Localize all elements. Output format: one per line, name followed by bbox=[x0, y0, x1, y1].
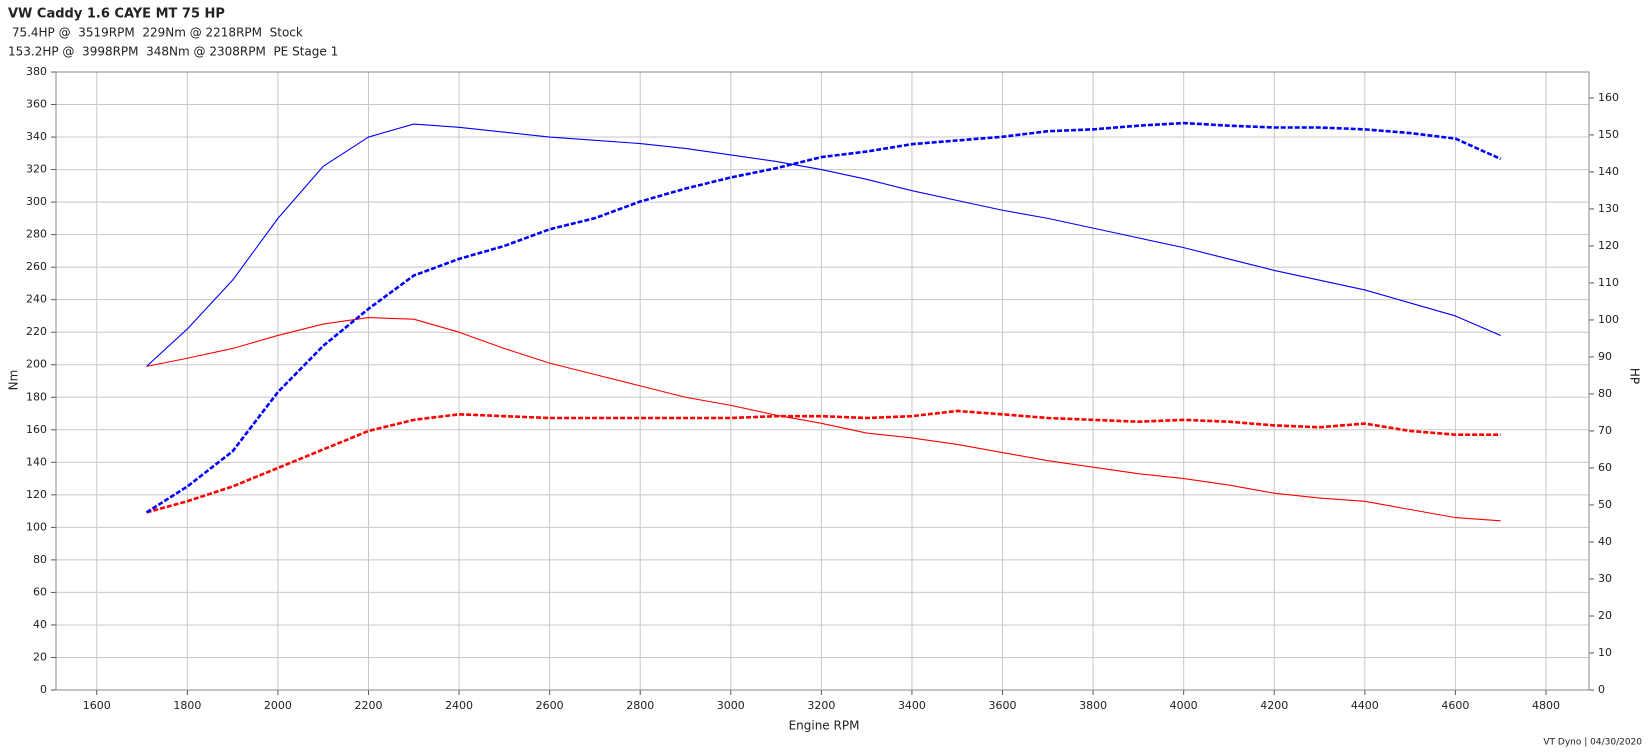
series-line bbox=[146, 317, 1501, 522]
plot-frame bbox=[55, 71, 1590, 691]
y2-tick-label: 10 bbox=[1598, 646, 1612, 659]
y-tick-label: 160 bbox=[26, 423, 47, 436]
y-tick-label: 60 bbox=[33, 585, 47, 598]
y-tick-label: 300 bbox=[26, 195, 47, 208]
x-tick-label: 4200 bbox=[1260, 699, 1288, 712]
y2-tick-label: 120 bbox=[1598, 239, 1619, 252]
x-tick-label: 3200 bbox=[807, 699, 835, 712]
y2-tick-label: 100 bbox=[1598, 313, 1619, 326]
subtitle: 153.2HP @ 3998RPM 348Nm @ 2308RPM PE Sta… bbox=[8, 45, 338, 59]
y-tick-label: 80 bbox=[33, 553, 47, 566]
y2-tick-label: 160 bbox=[1598, 91, 1619, 104]
x-tick-label: 2000 bbox=[264, 699, 292, 712]
x-axis-label: Engine RPM bbox=[789, 719, 860, 733]
series-line bbox=[146, 409, 1501, 514]
y2-tick-label: 40 bbox=[1598, 535, 1612, 548]
series-line bbox=[145, 121, 1502, 514]
y2-tick-label: 70 bbox=[1598, 424, 1612, 437]
x-tick-label: 1800 bbox=[173, 699, 201, 712]
x-tick-label: 2600 bbox=[536, 699, 564, 712]
y2-tick-label: 30 bbox=[1598, 572, 1612, 585]
y-tick-label: 0 bbox=[40, 683, 47, 696]
y2-tick-label: 130 bbox=[1598, 202, 1619, 215]
x-tick-label: 4000 bbox=[1170, 699, 1198, 712]
y-tick-label: 100 bbox=[26, 520, 47, 533]
y-tick-label: 220 bbox=[26, 325, 47, 338]
y-tick-label: 380 bbox=[26, 65, 47, 78]
y2-tick-label: 60 bbox=[1598, 461, 1612, 474]
y-tick-label: 320 bbox=[26, 163, 47, 176]
x-tick-label: 2800 bbox=[626, 699, 654, 712]
y2-tick-label: 140 bbox=[1598, 165, 1619, 178]
y-tick-label: 20 bbox=[33, 650, 47, 663]
y-tick-label: 360 bbox=[26, 98, 47, 111]
x-tick-label: 2200 bbox=[354, 699, 382, 712]
chart-title: VW Caddy 1.6 CAYE MT 75 HP bbox=[8, 7, 225, 22]
y2-axis-label: HP bbox=[1628, 368, 1642, 384]
y-tick-label: 340 bbox=[26, 130, 47, 143]
footer: VT Dyno | 04/30/2020 bbox=[1543, 738, 1642, 748]
x-tick-label: 4400 bbox=[1351, 699, 1379, 712]
x-tick-label: 2400 bbox=[445, 699, 473, 712]
y-tick-label: 180 bbox=[26, 390, 47, 403]
y2-tick-label: 150 bbox=[1598, 128, 1619, 141]
y-tick-label: 140 bbox=[26, 455, 47, 468]
subtitle: 75.4HP @ 3519RPM 229Nm @ 2218RPM Stock bbox=[8, 26, 303, 40]
x-tick-label: 3400 bbox=[898, 699, 926, 712]
series-line bbox=[146, 123, 1501, 367]
y-tick-label: 120 bbox=[26, 488, 47, 501]
y-tick-label: 40 bbox=[33, 618, 47, 631]
y-tick-label: 240 bbox=[26, 293, 47, 306]
x-tick-label: 4600 bbox=[1441, 699, 1469, 712]
y2-tick-label: 90 bbox=[1598, 350, 1612, 363]
x-tick-label: 1600 bbox=[83, 699, 111, 712]
x-tick-label: 3000 bbox=[717, 699, 745, 712]
y-tick-label: 200 bbox=[26, 358, 47, 371]
x-tick-label: 4800 bbox=[1532, 699, 1560, 712]
y2-tick-label: 0 bbox=[1598, 683, 1605, 696]
y-axis-label: Nm bbox=[7, 370, 21, 391]
y-tick-label: 260 bbox=[26, 260, 47, 273]
y2-tick-label: 80 bbox=[1598, 387, 1612, 400]
x-tick-label: 3800 bbox=[1079, 699, 1107, 712]
x-tick-label: 3600 bbox=[989, 699, 1017, 712]
y2-tick-label: 110 bbox=[1598, 276, 1619, 289]
y-tick-label: 280 bbox=[26, 228, 47, 241]
y2-tick-label: 50 bbox=[1598, 498, 1612, 511]
y2-tick-label: 20 bbox=[1598, 609, 1612, 622]
